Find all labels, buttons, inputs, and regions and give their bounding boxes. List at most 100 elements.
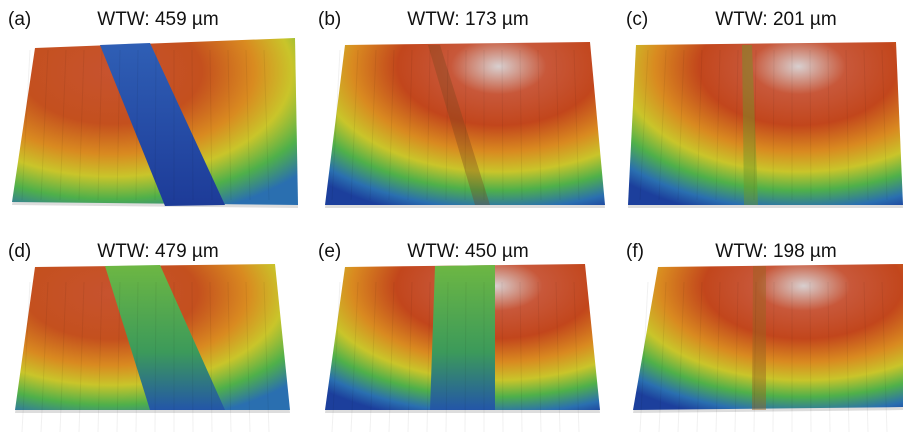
- texture-line: [97, 49, 103, 201]
- panel: (b) WTW: 173 µm: [318, 9, 605, 208]
- wear-track: [105, 265, 225, 410]
- texture-line: [863, 49, 869, 201]
- texture-line: [369, 49, 377, 201]
- panel-title: WTW: 198 µm: [715, 241, 836, 262]
- texture-line: [555, 281, 561, 433]
- texture-line: [227, 281, 232, 433]
- panel-label: (a): [8, 9, 31, 30]
- texture-line: [639, 49, 649, 201]
- panel-label: (b): [318, 9, 341, 30]
- texture-line: [772, 49, 775, 201]
- texture-line: [753, 49, 757, 201]
- texture-line: [21, 281, 31, 433]
- texture-line: [116, 49, 121, 201]
- panel-title: WTW: 479 µm: [97, 241, 218, 262]
- texture-line: [209, 281, 213, 433]
- texture-line: [369, 281, 377, 433]
- texture-line: [677, 49, 685, 201]
- texture-line: [135, 281, 139, 433]
- texture-line: [537, 281, 542, 433]
- panel-label: (c): [626, 9, 648, 30]
- texture-line: [407, 281, 413, 433]
- texture-line: [753, 281, 757, 433]
- texture-line: [519, 281, 523, 433]
- texture-line: [501, 281, 504, 433]
- texture-line: [573, 281, 580, 433]
- panel: (f) WTW: 198 µm: [626, 241, 903, 433]
- texture-line: [863, 281, 869, 433]
- texture-line: [715, 281, 721, 433]
- texture-line: [734, 281, 739, 433]
- texture-line: [827, 49, 831, 201]
- texture-line: [40, 281, 49, 433]
- texture-line: [519, 49, 523, 201]
- texture-line: [555, 49, 561, 201]
- panel: (e) WTW: 450 µm: [318, 241, 600, 433]
- wear-track: [428, 45, 490, 205]
- texture-line: [191, 281, 194, 433]
- texture-line: [772, 281, 775, 433]
- texture-line: [350, 281, 359, 433]
- texture-line: [59, 281, 67, 433]
- wear-track: [100, 43, 225, 206]
- texture-line: [845, 281, 850, 433]
- texture-line: [407, 49, 413, 201]
- texture-line: [116, 281, 121, 433]
- texture-line: [658, 49, 667, 201]
- texture-line: [426, 49, 431, 201]
- texture-line: [827, 281, 831, 433]
- texture-line: [845, 49, 850, 201]
- texture-line: [154, 49, 157, 201]
- texture-line: [715, 49, 721, 201]
- texture-line: [573, 49, 580, 201]
- texture-line: [191, 49, 194, 201]
- texture-line: [881, 281, 888, 433]
- texture-line: [501, 49, 504, 201]
- wear-track: [742, 45, 758, 205]
- texture-line: [154, 281, 157, 433]
- texture-line: [445, 281, 449, 433]
- texture-line: [388, 281, 395, 433]
- texture-line: [227, 49, 232, 201]
- texture-line: [59, 49, 67, 201]
- texture-line: [388, 49, 395, 201]
- texture-line: [696, 281, 703, 433]
- texture-line: [40, 49, 49, 201]
- panel-title: WTW: 201 µm: [715, 9, 836, 30]
- texture-line: [426, 281, 431, 433]
- texture-line: [135, 49, 139, 201]
- panel: (d) WTW: 479 µm: [8, 241, 290, 433]
- panel-title: WTW: 450 µm: [407, 241, 528, 262]
- texture-line: [464, 49, 467, 201]
- texture-line: [263, 49, 270, 201]
- texture-line: [464, 281, 467, 433]
- panel-label: (d): [8, 241, 31, 262]
- wear-track: [752, 266, 766, 410]
- texture-line: [331, 281, 341, 433]
- texture-line: [263, 281, 270, 433]
- panel-title: WTW: 459 µm: [97, 9, 218, 30]
- texture-line: [245, 49, 251, 201]
- panel-label: (f): [626, 241, 644, 262]
- surface: [325, 42, 605, 205]
- panel-label: (e): [318, 241, 341, 262]
- texture-line: [245, 281, 251, 433]
- texture-line: [209, 49, 213, 201]
- texture-line: [734, 49, 739, 201]
- surface: [628, 42, 903, 205]
- texture-line: [639, 281, 649, 433]
- texture-line: [21, 49, 31, 201]
- panel: (c) WTW: 201 µm: [626, 9, 903, 208]
- texture-line: [809, 49, 812, 201]
- panel: (a) WTW: 459 µm: [8, 9, 298, 208]
- texture-line: [537, 49, 542, 201]
- surface: [633, 264, 903, 410]
- texture-line: [658, 281, 667, 433]
- texture-line: [445, 49, 449, 201]
- texture-line: [809, 281, 812, 433]
- panel-title: WTW: 173 µm: [407, 9, 528, 30]
- texture-line: [97, 281, 103, 433]
- texture-line: [677, 281, 685, 433]
- texture-line: [331, 49, 341, 201]
